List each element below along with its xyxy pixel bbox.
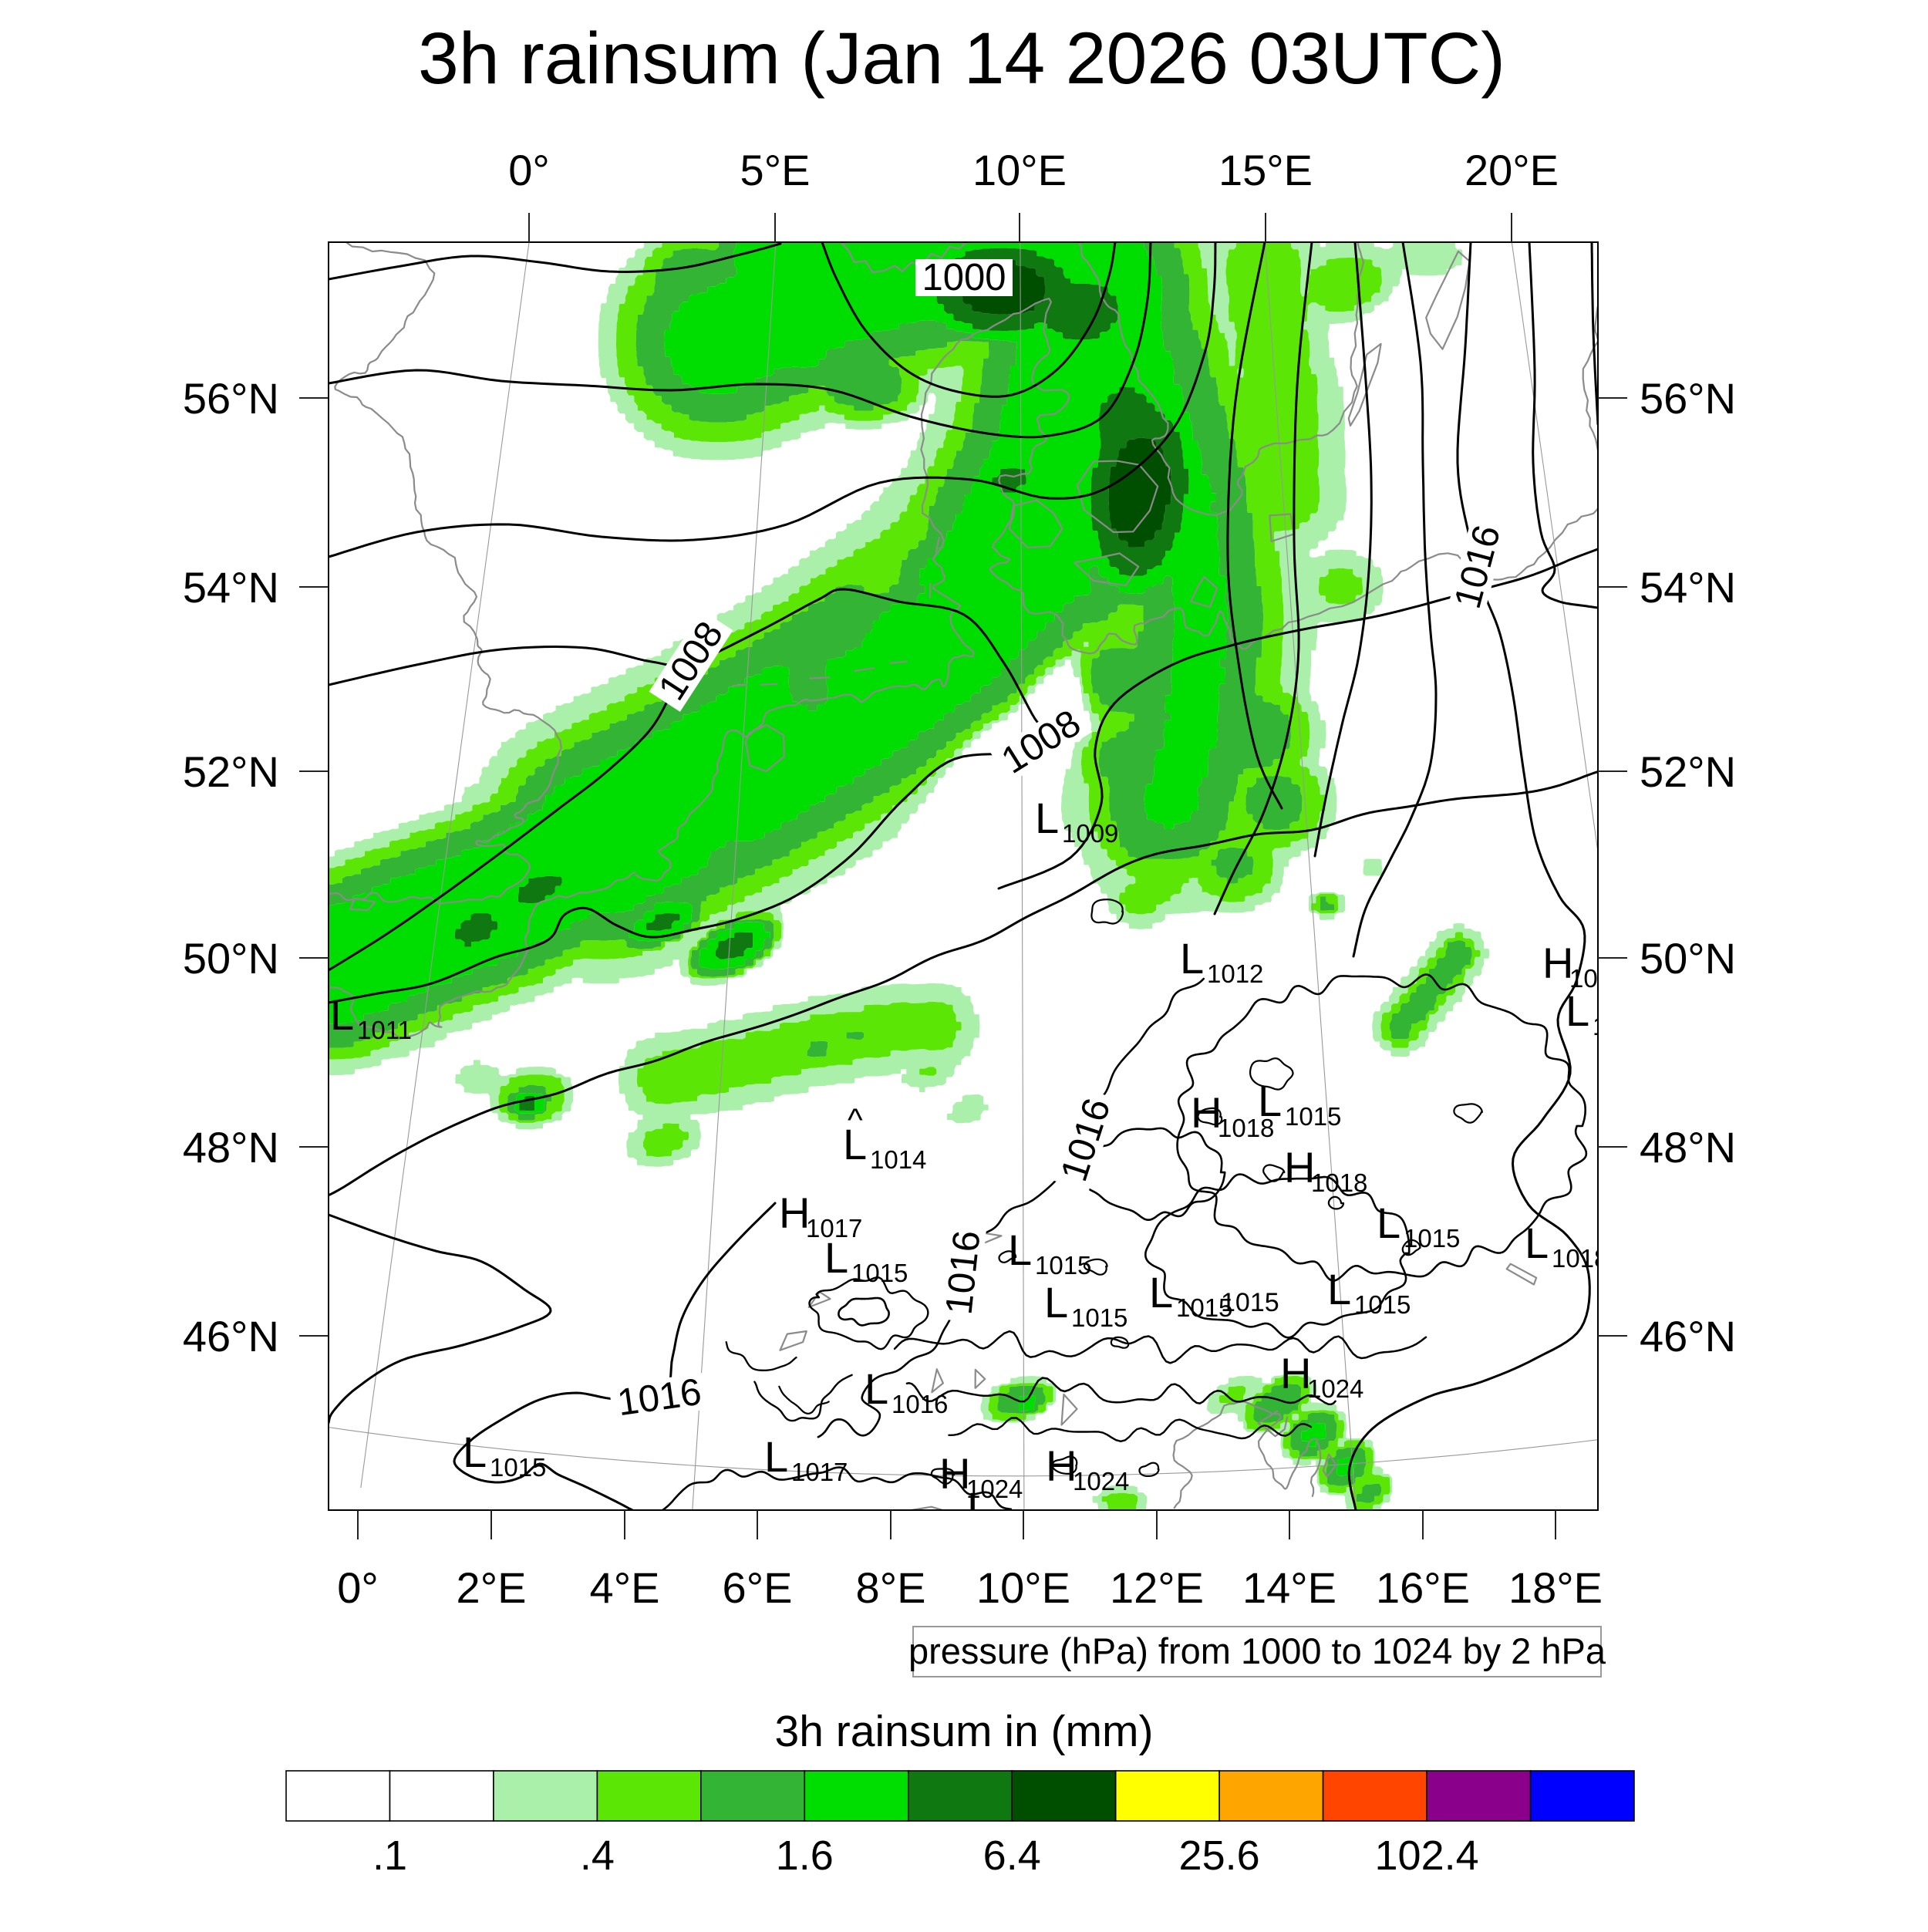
svg-text:1000: 1000 bbox=[922, 257, 1006, 298]
svg-text:56°N: 56°N bbox=[1640, 374, 1736, 423]
svg-text:16°E: 16°E bbox=[1376, 1563, 1470, 1612]
svg-text:^: ^ bbox=[848, 1101, 863, 1138]
svg-text:L: L bbox=[1149, 1268, 1173, 1317]
svg-text:46°N: 46°N bbox=[183, 1312, 279, 1360]
svg-text:54°N: 54°N bbox=[1640, 563, 1736, 612]
svg-text:10°E: 10°E bbox=[976, 1563, 1070, 1612]
svg-text:L: L bbox=[1566, 986, 1589, 1035]
svg-text:L: L bbox=[764, 1432, 788, 1481]
svg-text:6.4: 6.4 bbox=[983, 1833, 1041, 1879]
svg-text:1015: 1015 bbox=[1404, 1224, 1460, 1253]
svg-text:10°E: 10°E bbox=[972, 146, 1067, 194]
svg-text:L: L bbox=[843, 1120, 867, 1168]
svg-text:H: H bbox=[939, 1449, 970, 1498]
svg-text:56°N: 56°N bbox=[183, 374, 279, 423]
svg-text:1015: 1015 bbox=[1071, 1303, 1127, 1332]
svg-text:25.6: 25.6 bbox=[1179, 1833, 1260, 1879]
svg-text:1009: 1009 bbox=[1062, 819, 1118, 848]
svg-text:L: L bbox=[1008, 1226, 1032, 1274]
svg-text:18°E: 18°E bbox=[1508, 1563, 1603, 1612]
svg-text:1: 1 bbox=[1593, 1012, 1606, 1040]
svg-text:1011: 1011 bbox=[357, 1016, 412, 1044]
svg-text:1014: 1014 bbox=[870, 1145, 926, 1174]
svg-text:20°E: 20°E bbox=[1465, 146, 1559, 194]
svg-text:.4: .4 bbox=[580, 1833, 615, 1879]
svg-text:12°E: 12°E bbox=[1110, 1563, 1204, 1612]
svg-text:50°N: 50°N bbox=[183, 934, 279, 983]
svg-text:3h rainsum in (mm): 3h rainsum in (mm) bbox=[775, 1707, 1154, 1756]
svg-text:1017: 1017 bbox=[791, 1458, 848, 1486]
svg-text:48°N: 48°N bbox=[1640, 1123, 1736, 1172]
svg-text:52°N: 52°N bbox=[183, 747, 279, 796]
svg-text:1024: 1024 bbox=[966, 1475, 1023, 1503]
svg-text:1015: 1015 bbox=[1035, 1251, 1091, 1280]
svg-text:H: H bbox=[779, 1189, 810, 1237]
svg-text:L: L bbox=[1035, 794, 1059, 842]
svg-text:L: L bbox=[1180, 934, 1204, 983]
svg-text:pressure (hPa) from 1000 to 10: pressure (hPa) from 1000 to 1024 by 2 hP… bbox=[908, 1630, 1606, 1671]
svg-text:1015: 1015 bbox=[851, 1259, 908, 1287]
svg-text:14°E: 14°E bbox=[1242, 1563, 1336, 1612]
svg-text:1015: 1015 bbox=[1285, 1102, 1341, 1131]
svg-text:H: H bbox=[1046, 1441, 1077, 1490]
svg-text:48°N: 48°N bbox=[183, 1123, 279, 1172]
svg-text:H: H bbox=[1542, 939, 1573, 987]
svg-text:1024: 1024 bbox=[1307, 1374, 1363, 1403]
svg-text:54°N: 54°N bbox=[183, 563, 279, 612]
svg-text:L: L bbox=[1327, 1265, 1351, 1313]
svg-text:.1: .1 bbox=[372, 1833, 407, 1879]
svg-text:102.4: 102.4 bbox=[1375, 1833, 1479, 1879]
svg-text:1.6: 1.6 bbox=[776, 1833, 834, 1879]
svg-text:6°E: 6°E bbox=[723, 1563, 793, 1612]
svg-text:1012: 1012 bbox=[1207, 959, 1263, 988]
svg-text:L: L bbox=[1258, 1077, 1282, 1125]
svg-text:L: L bbox=[463, 1428, 487, 1476]
svg-text:1018: 1018 bbox=[1311, 1168, 1367, 1197]
svg-text:L: L bbox=[1044, 1278, 1068, 1327]
svg-text:52°N: 52°N bbox=[1640, 747, 1736, 796]
svg-text:H: H bbox=[1284, 1143, 1315, 1192]
svg-text:L: L bbox=[1377, 1199, 1400, 1247]
svg-text:H: H bbox=[1280, 1349, 1311, 1398]
svg-text:3h rainsum (Jan 14 2026 03UTC): 3h rainsum (Jan 14 2026 03UTC) bbox=[418, 18, 1505, 99]
svg-text:L: L bbox=[967, 1483, 991, 1532]
svg-text:L: L bbox=[330, 990, 354, 1039]
svg-text:H: H bbox=[1191, 1088, 1222, 1137]
svg-text:5°E: 5°E bbox=[740, 146, 811, 194]
svg-text:10: 10 bbox=[1569, 964, 1598, 993]
svg-text:1017: 1017 bbox=[806, 1214, 862, 1242]
svg-text:15°E: 15°E bbox=[1218, 146, 1313, 194]
svg-text:8°E: 8°E bbox=[856, 1563, 926, 1612]
svg-text:L: L bbox=[1525, 1219, 1549, 1267]
svg-text:L: L bbox=[824, 1233, 848, 1282]
svg-text:50°N: 50°N bbox=[1640, 934, 1736, 983]
svg-text:1018: 1018 bbox=[1218, 1114, 1274, 1142]
svg-text:1016: 1016 bbox=[892, 1390, 948, 1418]
svg-text:0°: 0° bbox=[508, 146, 550, 194]
svg-text:1015: 1015 bbox=[1221, 1288, 1279, 1317]
svg-text:0°: 0° bbox=[337, 1563, 379, 1612]
svg-text:2°E: 2°E bbox=[457, 1563, 527, 1612]
svg-text:1015: 1015 bbox=[1354, 1290, 1411, 1319]
svg-text:1015: 1015 bbox=[490, 1453, 546, 1482]
svg-text:1015: 1015 bbox=[1176, 1293, 1232, 1322]
svg-text:1016: 1016 bbox=[938, 1229, 988, 1317]
svg-text:1018: 1018 bbox=[1552, 1244, 1608, 1273]
svg-text:L: L bbox=[865, 1364, 888, 1413]
svg-text:4°E: 4°E bbox=[590, 1563, 660, 1612]
svg-text:46°N: 46°N bbox=[1640, 1312, 1736, 1360]
svg-text:1024: 1024 bbox=[1073, 1467, 1129, 1495]
